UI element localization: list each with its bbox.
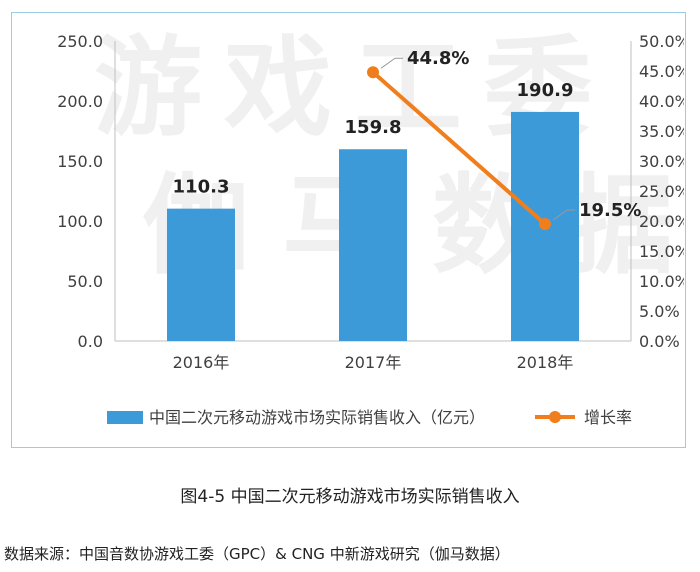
y-right-tick-label: 25.0% [639,182,684,201]
y-right-tick-label: 10.0% [639,272,684,291]
y-left-tick-label: 100.0 [57,212,103,231]
figure-caption: 图4-5 中国二次元移动游戏市场实际销售收入 [180,487,520,507]
y-right-tick-label: 30.0% [639,152,684,171]
y-right-tick-label: 35.0% [639,122,684,141]
y-right-tick-label: 0.0% [639,332,680,351]
legend-line-label: 增长率 [584,408,632,427]
data-source: 数据来源：中国音数协游戏工委（GPC）& CNG 中新游戏研究（伽马数据） [4,545,510,563]
y-right-tick-label: 20.0% [639,212,684,231]
growth-rate-point [367,66,379,79]
x-tick-label: 2017年 [345,353,402,372]
y-left-tick-label: 150.0 [57,152,103,171]
y-right-tick-label: 50.0% [639,32,684,51]
y-right-tick-label: 40.0% [639,92,684,111]
legend-bar-swatch [107,411,143,424]
watermark-glyph: 工 [354,26,462,151]
growth-rate-line [371,70,547,226]
watermark-glyph: 戏 [224,26,332,151]
watermark-glyph: 游 [94,26,202,151]
legend-line-marker [549,411,561,423]
line-value-label: 44.8% [407,48,469,69]
line-value-label: 19.5% [579,200,641,221]
y-left-tick-label: 50.0 [67,272,103,291]
bar-value-label: 159.8 [345,117,402,138]
x-tick-label: 2018年 [517,353,574,372]
y-right-tick-label: 15.0% [639,242,684,261]
bar [167,208,235,341]
y-left-tick-label: 200.0 [57,92,103,111]
y-left-tick-label: 0.0 [78,332,103,351]
bar-value-label: 190.9 [517,80,574,101]
legend-bar-label: 中国二次元移动游戏市场实际销售收入（亿元） [149,408,485,427]
y-right-tick-label: 5.0% [639,302,680,321]
data-label-leader [552,209,575,221]
growth-rate-point [539,218,551,230]
chart-frame: 游戏工委伽马数据0.050.0100.0150.0200.0250.00.0%5… [11,12,686,448]
bar [339,149,407,341]
combo-chart: 游戏工委伽马数据0.050.0100.0150.0200.0250.00.0%5… [57,26,684,427]
x-tick-label: 2016年 [173,353,230,372]
watermark-glyph: 据 [567,164,675,289]
y-left-tick-label: 250.0 [57,32,103,51]
bar-value-label: 110.3 [173,177,230,198]
data-label-leader [380,57,403,69]
y-right-tick-label: 45.0% [639,62,684,81]
